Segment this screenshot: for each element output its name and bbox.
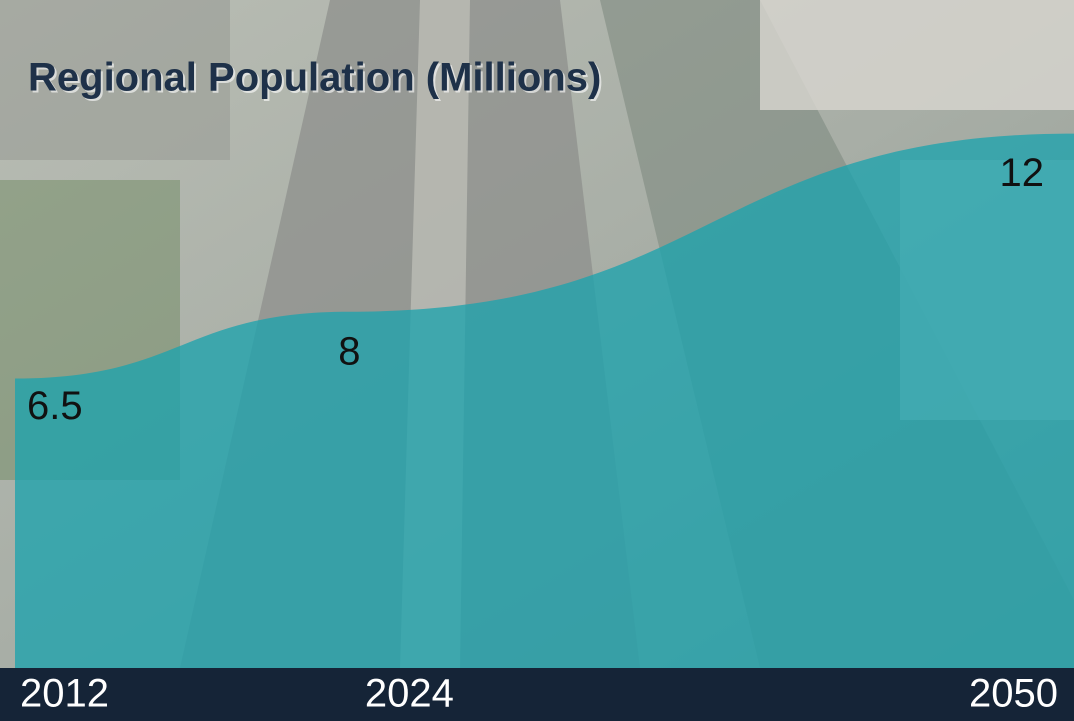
data-label: 12 <box>1000 151 1045 195</box>
x-tick-label: 2024 <box>365 672 454 716</box>
x-axis-band <box>0 668 1074 721</box>
area <box>15 133 1074 668</box>
x-tick-label: 2050 <box>969 672 1058 716</box>
data-label: 6.5 <box>27 384 83 428</box>
chart-title: Regional Population (Millions) <box>28 56 601 100</box>
x-tick-label: 2012 <box>20 672 109 716</box>
data-label: 8 <box>338 329 360 373</box>
title-shadow: Regional Population (Millions) <box>30 58 603 102</box>
